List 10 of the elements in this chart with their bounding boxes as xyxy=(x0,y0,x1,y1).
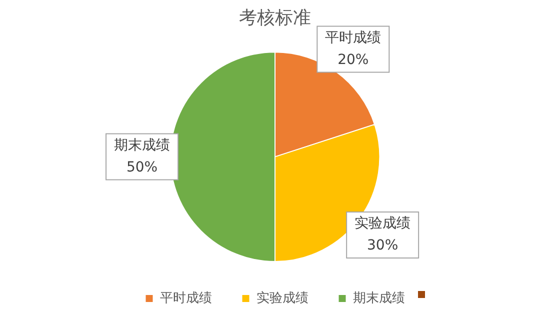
slice-label: 实验成绩 xyxy=(354,216,411,232)
legend-label: 实验成绩 xyxy=(256,290,308,306)
slice-label: 期末成绩 xyxy=(114,137,170,154)
slice-label: 平时成绩 xyxy=(325,30,382,46)
chart-title: 考核标准 xyxy=(239,7,311,28)
legend-label: 平时成绩 xyxy=(160,290,212,306)
data-label: 30% xyxy=(367,238,398,254)
data-label: 50% xyxy=(126,159,158,176)
legend-label: 期末成绩 xyxy=(352,290,405,306)
data-label: 20% xyxy=(338,52,369,68)
